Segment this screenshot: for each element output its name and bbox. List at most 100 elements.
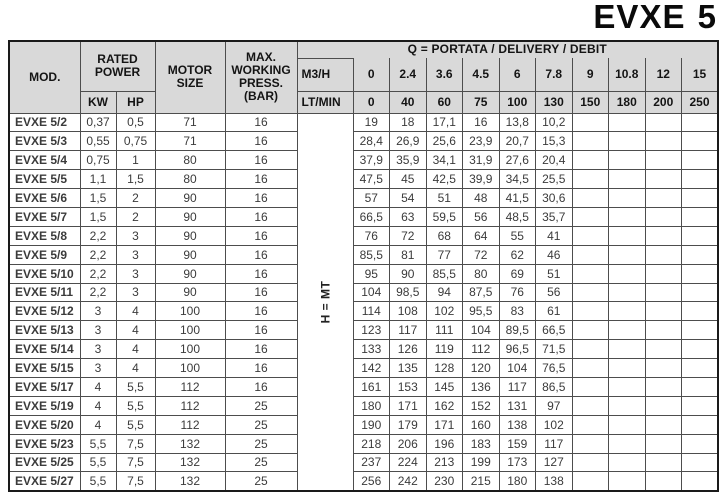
ltmin-value: 0 (352, 90, 391, 114)
table-row: EVXE 5/12 3 4 100 16 114 108 102 95,5 83 61 (8, 301, 719, 322)
delivery-value-cell (644, 339, 683, 360)
delivery-value-cell: 34,1 (425, 150, 464, 171)
delivery-value-cell: 59,5 (425, 206, 464, 227)
hp-cell: 4 (115, 358, 156, 378)
delivery-value-cell (571, 471, 610, 492)
delivery-value-cell (608, 452, 646, 473)
press-cell: 16 (224, 263, 298, 284)
press-cell: 16 (224, 188, 298, 208)
hp-cell: 3 (115, 225, 156, 246)
kw-cell: 3 (79, 320, 117, 341)
delivery-value-cell: 77 (425, 244, 464, 265)
delivery-value-cell: 31,9 (462, 150, 500, 171)
motor-size-cell: 90 (154, 188, 226, 208)
model-cell: EVXE 5/4 (8, 150, 81, 171)
delivery-value-cell: 206 (389, 433, 427, 454)
delivery-value-cell (644, 414, 683, 435)
hp-cell: 7,5 (115, 433, 156, 454)
delivery-value-cell: 199 (462, 452, 500, 473)
press-cell: 16 (224, 301, 298, 322)
ltmin-value: 130 (535, 90, 573, 114)
delivery-value-cell: 179 (389, 414, 427, 435)
col-header-motor-size: MOTOR SIZE (154, 40, 226, 114)
motor-size-cell: 80 (154, 169, 226, 190)
delivery-value-cell: 76 (498, 282, 537, 303)
col-header-rated-power: RATED POWER (79, 40, 156, 92)
delivery-value-cell (571, 150, 610, 171)
press-cell: 25 (224, 471, 298, 492)
press-cell: 16 (224, 376, 298, 397)
delivery-value-cell: 104 (462, 320, 500, 341)
col-header-max-press: MAX. WORKING PRESS. (BAR) (224, 40, 298, 114)
head-meters-label: H = MT (296, 112, 354, 492)
table-row: EVXE 5/25 5,5 7,5 132 25 237 224 213 199 173 127 (8, 452, 719, 473)
press-cell: 16 (224, 225, 298, 246)
delivery-value-cell: 18 (389, 112, 427, 133)
delivery-value-cell: 180 (498, 471, 537, 492)
hp-cell: 0,75 (115, 131, 156, 152)
delivery-value-cell: 161 (352, 376, 391, 397)
motor-size-cell: 100 (154, 339, 226, 360)
delivery-value-cell: 57 (352, 188, 391, 208)
motor-size-cell: 132 (154, 471, 226, 492)
ltmin-value: 100 (498, 90, 537, 114)
ltmin-value: 180 (608, 90, 646, 114)
delivery-value-cell: 68 (425, 225, 464, 246)
press-cell: 16 (224, 282, 298, 303)
press-cell: 16 (224, 339, 298, 360)
delivery-value-cell (681, 471, 719, 492)
delivery-value-cell (608, 376, 646, 397)
delivery-value-cell: 180 (352, 395, 391, 416)
delivery-value-cell (681, 263, 719, 284)
delivery-value-cell: 51 (425, 188, 464, 208)
press-cell: 16 (224, 206, 298, 227)
delivery-value-cell: 86,5 (535, 376, 573, 397)
delivery-value-cell: 30,6 (535, 188, 573, 208)
delivery-value-cell (644, 282, 683, 303)
delivery-value-cell: 25,6 (425, 131, 464, 152)
delivery-value-cell (608, 225, 646, 246)
delivery-value-cell: 56 (535, 282, 573, 303)
model-cell: EVXE 5/8 (8, 225, 81, 246)
delivery-value-cell: 145 (425, 376, 464, 397)
kw-cell: 2,2 (79, 244, 117, 265)
delivery-value-cell (681, 358, 719, 378)
delivery-value-cell (644, 471, 683, 492)
delivery-value-cell: 218 (352, 433, 391, 454)
delivery-value-cell: 213 (425, 452, 464, 473)
hp-cell: 4 (115, 301, 156, 322)
delivery-value-cell (644, 376, 683, 397)
delivery-value-cell (681, 339, 719, 360)
m3h-value: 2.4 (389, 58, 427, 92)
delivery-value-cell: 35,7 (535, 206, 573, 227)
delivery-value-cell: 23,9 (462, 131, 500, 152)
table-row: EVXE 5/20 4 5,5 112 25 190 179 171 160 138 102 (8, 414, 719, 435)
model-cell: EVXE 5/17 (8, 376, 81, 397)
hp-cell: 3 (115, 244, 156, 265)
delivery-value-cell (571, 169, 610, 190)
table-row: EVXE 5/13 3 4 100 16 123 117 111 104 89,5 66,5 (8, 320, 719, 341)
delivery-value-cell (571, 301, 610, 322)
delivery-value-cell (571, 376, 610, 397)
delivery-value-cell: 69 (498, 263, 537, 284)
page-title: EVXE 5 (593, 0, 717, 35)
delivery-value-cell: 41 (535, 225, 573, 246)
delivery-value-cell: 76 (352, 225, 391, 246)
ltmin-value: 150 (571, 90, 610, 114)
kw-cell: 5,5 (79, 452, 117, 473)
row-label-ltmin: LT/MIN (296, 90, 354, 114)
delivery-value-cell: 55 (498, 225, 537, 246)
motor-size-cell: 100 (154, 301, 226, 322)
delivery-value-cell: 48 (462, 188, 500, 208)
delivery-value-cell (608, 358, 646, 378)
hp-cell: 3 (115, 263, 156, 284)
delivery-value-cell: 72 (462, 244, 500, 265)
model-cell: EVXE 5/12 (8, 301, 81, 322)
delivery-value-cell: 20,4 (535, 150, 573, 171)
delivery-value-cell: 153 (389, 376, 427, 397)
delivery-value-cell (644, 225, 683, 246)
delivery-value-cell (644, 320, 683, 341)
delivery-value-cell: 159 (498, 433, 537, 454)
model-cell: EVXE 5/6 (8, 188, 81, 208)
delivery-value-cell: 95,5 (462, 301, 500, 322)
